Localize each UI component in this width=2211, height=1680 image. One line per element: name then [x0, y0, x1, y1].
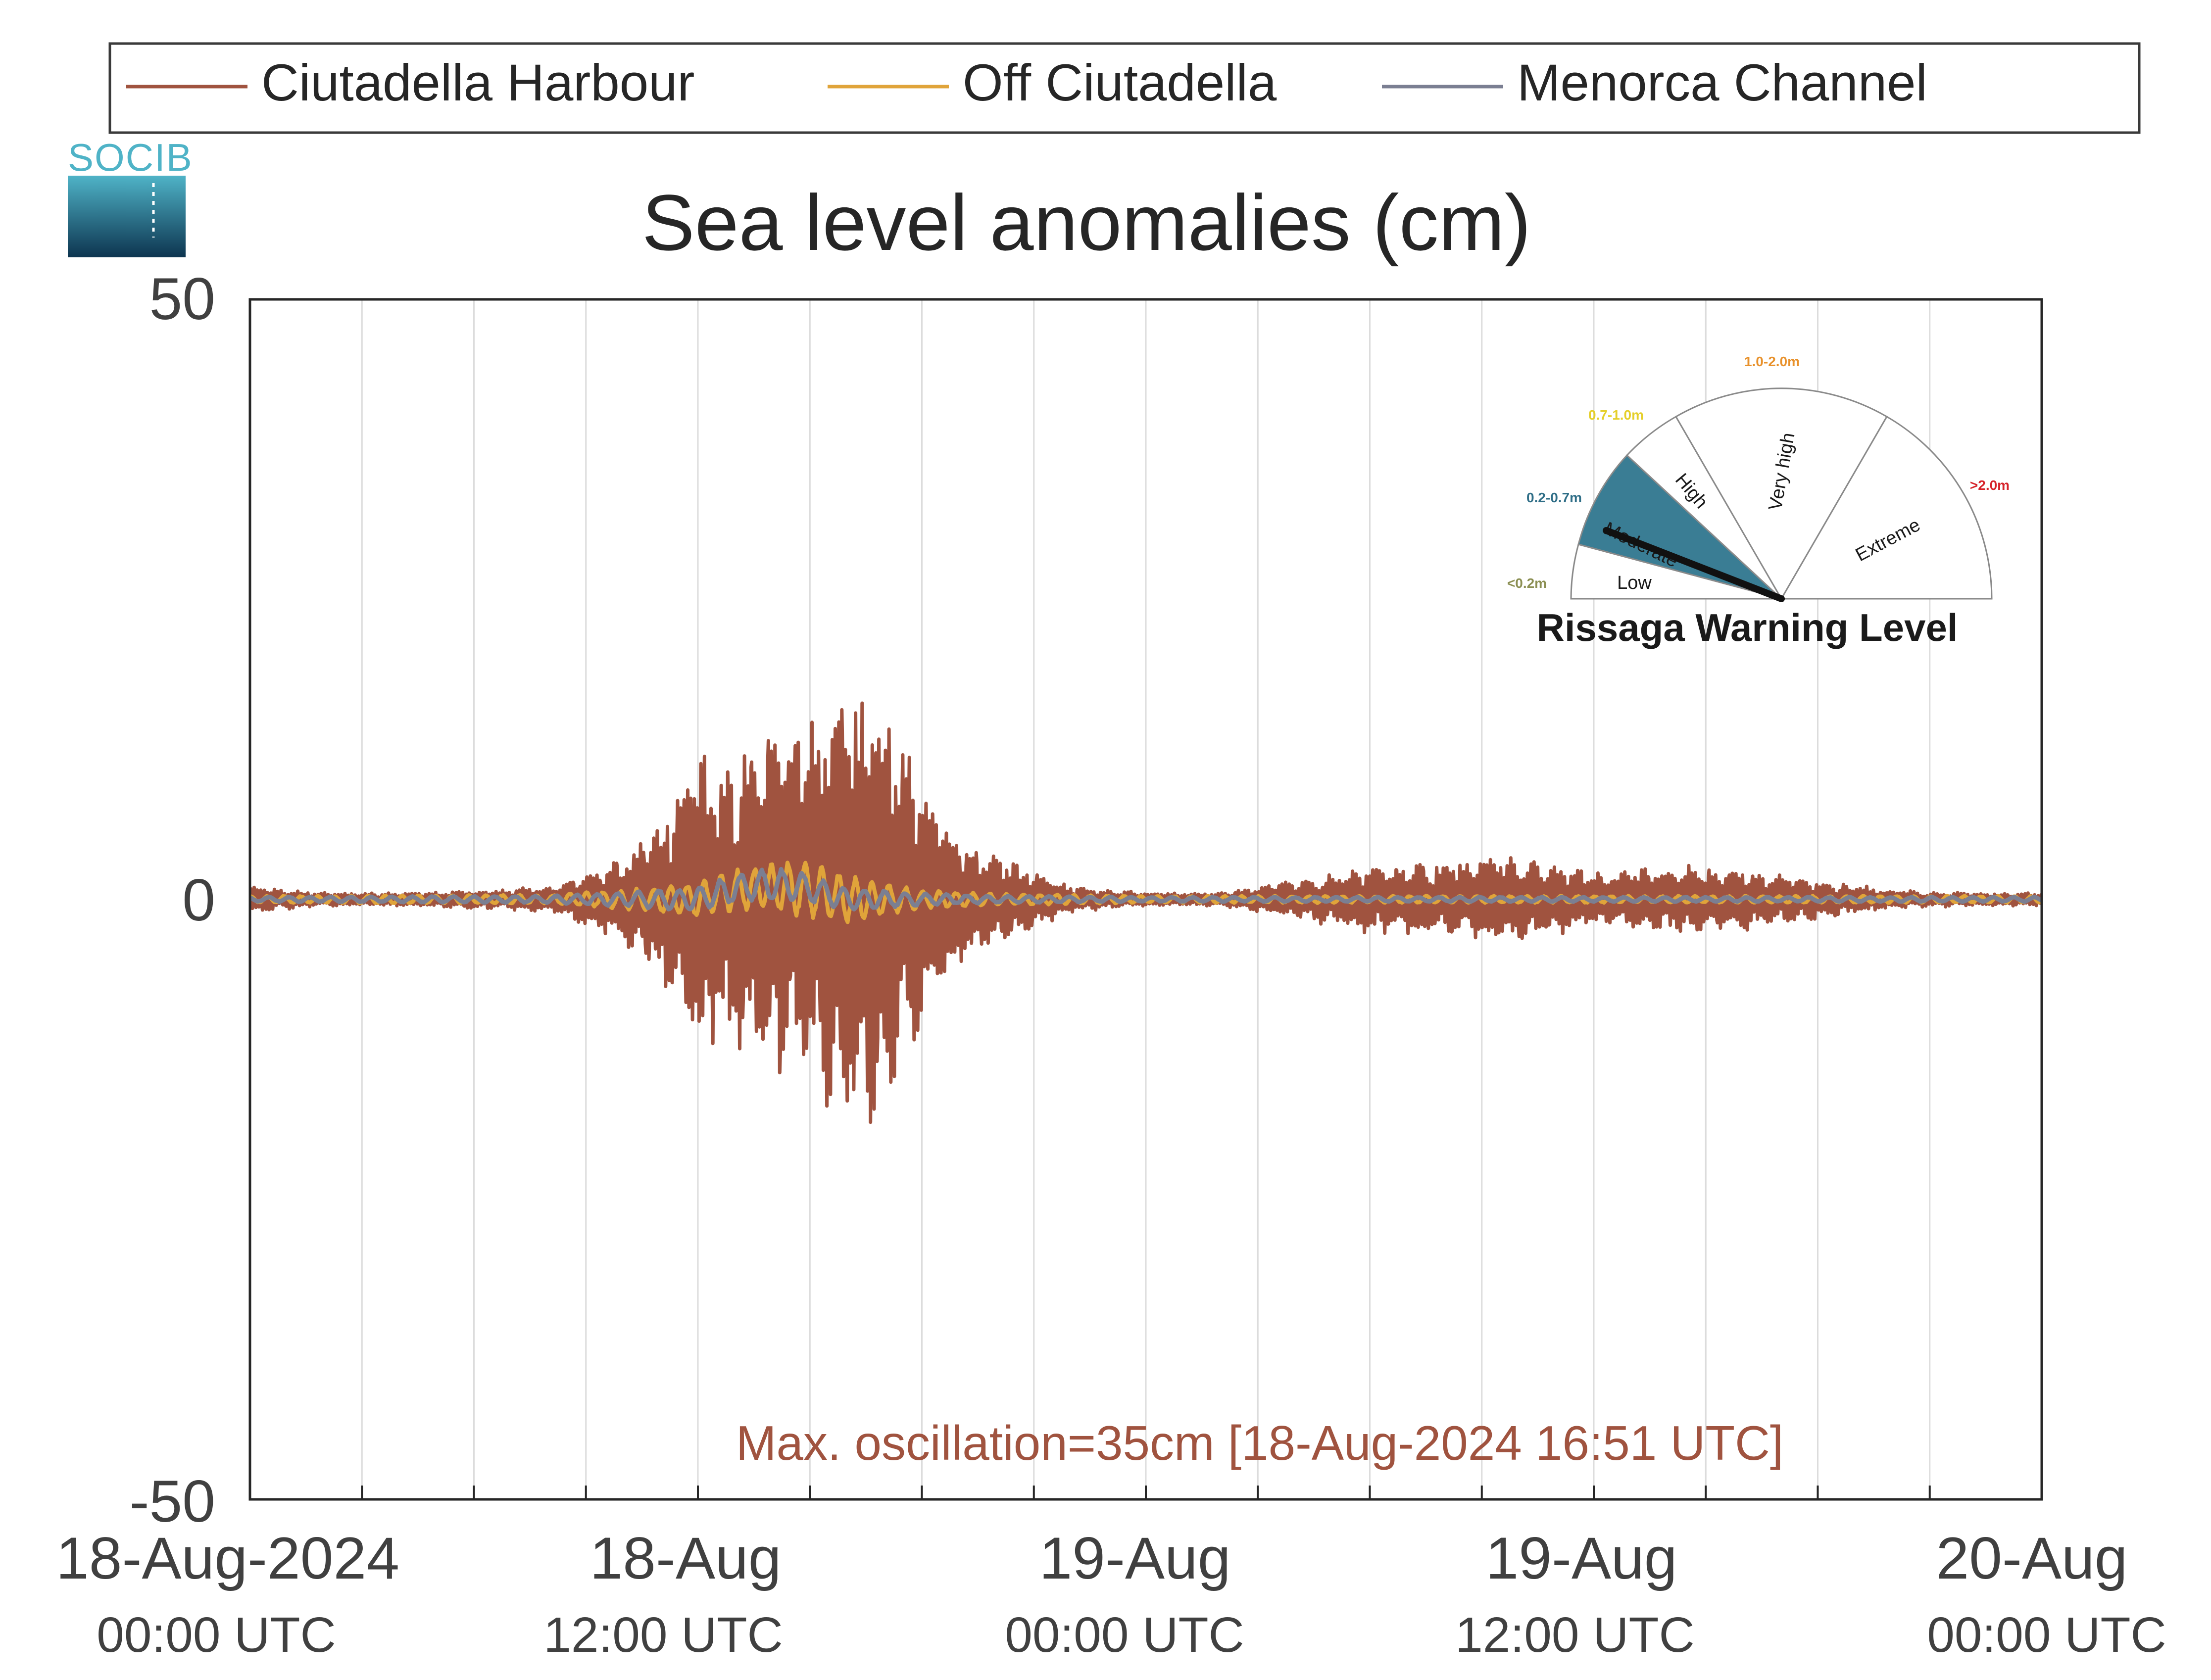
- logo-wave-icon: [68, 176, 186, 257]
- y-tick-label-minus-50: -50: [130, 1468, 215, 1535]
- x-tick-time: 12:00 UTC: [543, 1607, 783, 1663]
- x-tick-labels: 18-Aug-2024 00:00 UTC 18-Aug 12:00 UTC 1…: [56, 1525, 2166, 1663]
- gauge-title: Rissaga Warning Level: [1536, 606, 1958, 649]
- gauge-segment-moderate: [1577, 454, 1782, 600]
- gauge-range-moderate: 0.2-0.7m: [1526, 490, 1582, 505]
- x-tick-time: 00:00 UTC: [1005, 1607, 1244, 1663]
- rissaga-warning-gauge: Low Moderate High Very high Extreme <0.2…: [1507, 354, 2010, 649]
- gauge-range-extreme: >2.0m: [1970, 478, 2010, 493]
- legend-entry-ciutadella-harbour: Ciutadella Harbour: [126, 54, 694, 112]
- x-tick-time: 12:00 UTC: [1455, 1607, 1695, 1663]
- legend-entry-off-ciutadella: Off Ciutadella: [828, 54, 1277, 112]
- gauge-range-low: <0.2m: [1507, 576, 1547, 591]
- gauge-label-low: Low: [1617, 573, 1652, 593]
- logo-text: SOCIB: [68, 136, 193, 179]
- x-tick-date: 18-Aug: [590, 1525, 782, 1591]
- legend-label: Ciutadella Harbour: [261, 54, 694, 112]
- y-tick-label-50: 50: [149, 266, 215, 332]
- gauge-segment-very-high: [1674, 387, 1888, 600]
- gauge-range-very-high: 1.0-2.0m: [1744, 354, 1800, 369]
- legend-label: Menorca Channel: [1517, 54, 1927, 112]
- x-tick-time: 00:00 UTC: [97, 1607, 336, 1663]
- x-tick-date: 19-Aug: [1486, 1525, 1677, 1591]
- socib-logo: SOCIB: [68, 136, 193, 257]
- gauge-segment-extreme: [1780, 415, 1993, 600]
- x-tick-date: 19-Aug: [1039, 1525, 1231, 1591]
- chart-title: Sea level anomalies (cm): [642, 178, 1531, 267]
- max-oscillation-annotation: Max. oscillation=35cm [18-Aug-2024 16:51…: [736, 1416, 1783, 1470]
- x-tick-date: 18-Aug-2024: [56, 1525, 399, 1591]
- series-group: [250, 701, 2042, 1124]
- x-tick-date: 20-Aug: [1936, 1525, 2128, 1591]
- legend: Ciutadella Harbour Off Ciutadella Menorc…: [108, 42, 2141, 134]
- x-tick-time: 00:00 UTC: [1927, 1607, 2166, 1663]
- gauge-range-high: 0.7-1.0m: [1588, 407, 1644, 423]
- series-line-menorca-channel: [250, 867, 2042, 912]
- y-tick-label-0: 0: [182, 867, 215, 933]
- legend-label: Off Ciutadella: [963, 54, 1277, 112]
- legend-entry-menorca-channel: Menorca Channel: [1382, 54, 1927, 112]
- x-tick-marks: [361, 1486, 1931, 1499]
- gauge-needle: [1603, 527, 1785, 602]
